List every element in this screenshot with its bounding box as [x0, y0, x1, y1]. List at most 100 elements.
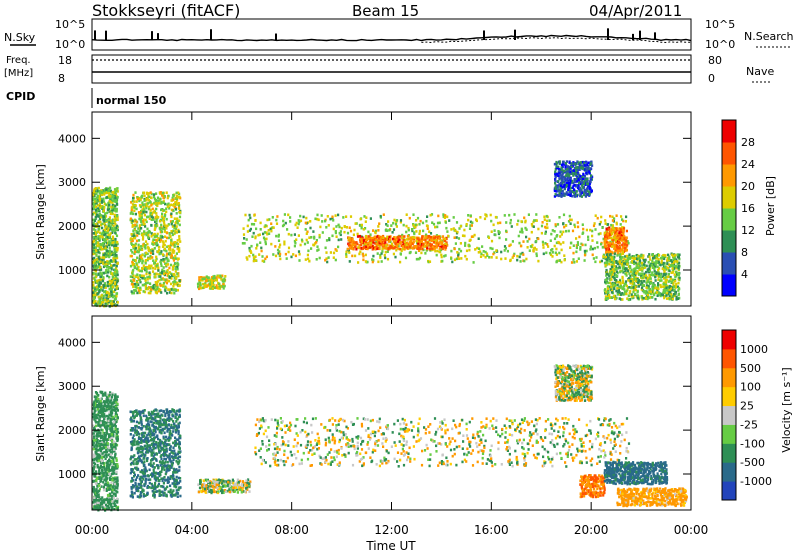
echo-cell	[440, 255, 443, 259]
echo-cell	[111, 285, 114, 289]
power-colorbar-label: Power [dB]	[764, 176, 777, 236]
echo-cell	[132, 245, 135, 248]
echo-cell	[567, 170, 570, 173]
echo-cell	[101, 242, 105, 245]
echo-cell	[559, 181, 562, 185]
echo-cell	[211, 277, 215, 280]
echo-cell	[162, 193, 165, 197]
echo-cell	[516, 223, 519, 226]
echo-cell	[262, 232, 265, 236]
echo-cell	[173, 276, 176, 280]
echo-cell	[395, 248, 398, 252]
echo-cell	[412, 213, 415, 216]
echo-cell	[468, 244, 471, 248]
counts-panel-frame	[91, 18, 692, 51]
echo-cell	[505, 221, 508, 224]
echo-cell	[510, 225, 513, 228]
echo-cell	[370, 241, 373, 244]
echo-cell	[402, 241, 405, 244]
echo-cell	[604, 244, 608, 248]
echo-cell	[392, 252, 395, 256]
echo-cell	[110, 291, 113, 294]
echo-cell	[172, 229, 175, 233]
echo-cell	[618, 253, 621, 256]
echo-cell	[178, 237, 181, 241]
echo-cell	[133, 289, 136, 292]
echo-cell	[252, 231, 255, 235]
echo-cell	[571, 194, 574, 198]
echo-cell	[535, 252, 538, 255]
echo-cell	[101, 235, 104, 239]
echo-cell	[155, 238, 158, 242]
echo-cell	[444, 254, 447, 257]
echo-cell	[149, 208, 152, 212]
echo-cell	[348, 243, 351, 247]
echo-cell	[661, 293, 665, 297]
colorbar-segment	[722, 142, 736, 165]
echo-cell	[361, 252, 364, 256]
echo-cell	[155, 291, 158, 295]
echo-cell	[102, 262, 105, 266]
echo-cell	[105, 284, 108, 287]
echo-cell	[565, 229, 568, 233]
power-echo-cells	[92, 160, 681, 308]
echo-cell	[580, 164, 583, 168]
echo-cell	[133, 252, 136, 255]
echo-cell	[647, 260, 650, 264]
echo-cell	[574, 225, 577, 229]
echo-cell	[569, 170, 572, 174]
echo-cell	[621, 279, 625, 283]
echo-cell	[628, 253, 631, 256]
echo-cell	[584, 243, 587, 247]
echo-cell	[202, 282, 205, 286]
echo-cell	[146, 276, 149, 279]
echo-cell	[666, 284, 669, 288]
echo-cell	[577, 161, 580, 164]
echo-cell	[348, 251, 351, 254]
echo-cell	[569, 183, 572, 186]
echo-cell	[571, 179, 574, 183]
echo-cell	[442, 215, 445, 218]
echo-cell	[173, 291, 176, 295]
echo-cell	[642, 257, 645, 260]
echo-cell	[222, 287, 225, 290]
echo-cell	[571, 165, 574, 168]
echo-cell	[142, 218, 145, 221]
echo-cell	[270, 242, 273, 246]
echo-cell	[442, 245, 445, 249]
echo-cell	[114, 259, 117, 262]
echo-cell	[170, 230, 173, 233]
echo-cell	[153, 235, 156, 238]
echo-cell	[116, 303, 119, 307]
echo-cell	[149, 212, 152, 215]
echo-cell	[111, 199, 114, 203]
echo-cell	[605, 253, 608, 257]
echo-cell	[446, 215, 449, 219]
echo-cell	[500, 250, 503, 254]
echo-cell	[614, 284, 618, 287]
echo-cell	[160, 202, 163, 205]
echo-cell	[591, 247, 594, 251]
echo-cell	[179, 211, 182, 214]
echo-cell	[175, 283, 178, 286]
echo-cell	[438, 250, 441, 254]
echo-cell	[572, 244, 575, 247]
echo-cell	[626, 269, 629, 273]
echo-cell	[156, 286, 159, 289]
echo-cell	[152, 252, 155, 255]
echo-cell	[146, 192, 149, 195]
echo-cell	[629, 265, 632, 268]
echo-cell	[145, 206, 148, 210]
echo-cell	[586, 182, 589, 186]
echo-cell	[469, 214, 472, 217]
echo-cell	[218, 285, 221, 289]
echo-cell	[613, 228, 616, 232]
echo-cell	[619, 298, 623, 301]
echo-cell	[174, 257, 177, 260]
echo-cell	[101, 214, 104, 218]
echo-cell	[612, 268, 615, 271]
echo-cell	[560, 260, 563, 264]
echo-cell	[137, 260, 141, 264]
echo-cell	[572, 191, 575, 195]
echo-cell	[304, 258, 307, 261]
